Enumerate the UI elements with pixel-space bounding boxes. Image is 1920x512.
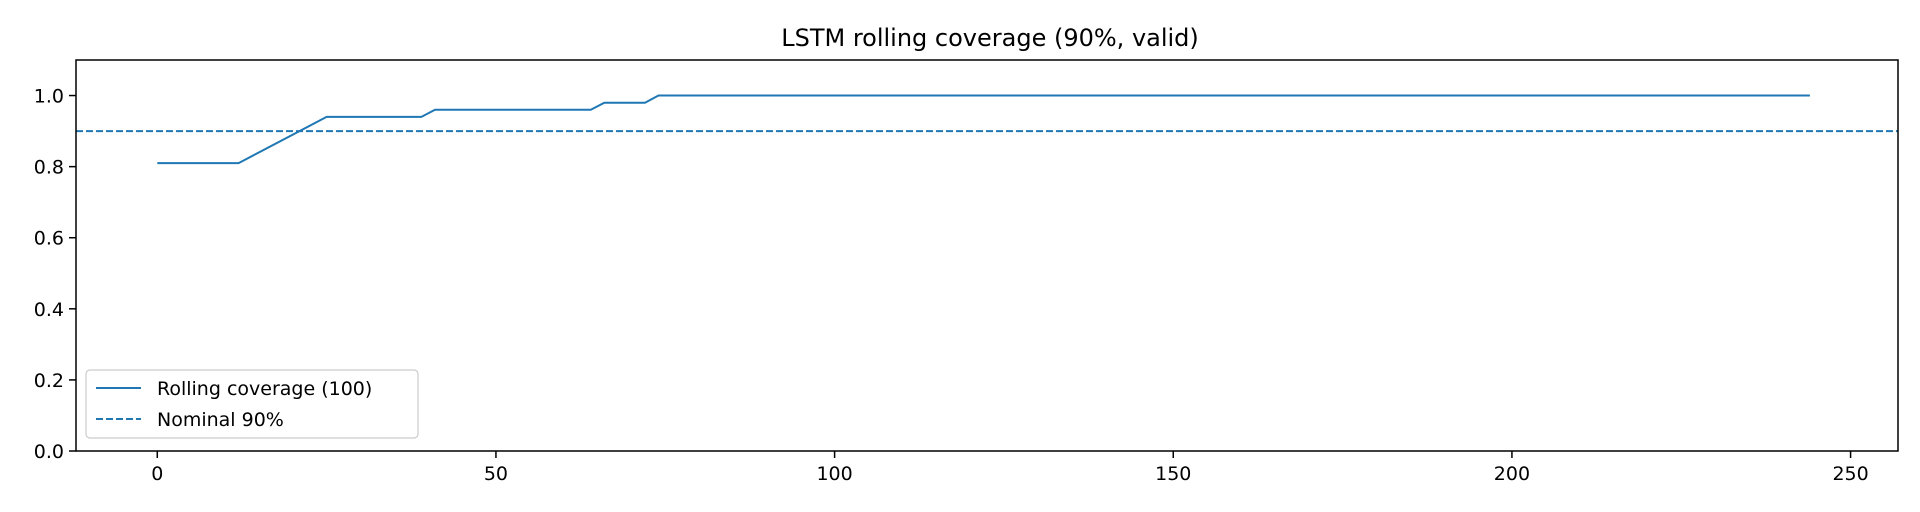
series-layer — [76, 94, 1898, 165]
legend: Rolling coverage (100) Nominal 90% — [85, 369, 419, 439]
legend-frame — [85, 369, 419, 439]
y-tick-label: 0.4 — [34, 299, 64, 321]
x-axis: 0 50 100 150 200 250 — [151, 451, 1869, 485]
x-tick-label: 150 — [1155, 463, 1191, 485]
x-tick-label: 200 — [1494, 463, 1530, 485]
plot-area-frame — [75, 59, 1899, 452]
x-tick-label: 0 — [151, 463, 163, 485]
y-tick-label: 0.8 — [34, 157, 64, 179]
rolling-coverage-line — [157, 94, 1810, 165]
x-tick-label: 100 — [816, 463, 852, 485]
legend-label-nominal: Nominal 90% — [157, 409, 284, 431]
x-tick-label: 250 — [1832, 463, 1868, 485]
y-tick-label: 0.6 — [34, 228, 64, 250]
y-tick-label: 0.0 — [34, 441, 64, 463]
y-tick-label: 1.0 — [34, 86, 64, 108]
y-tick-label: 0.2 — [34, 370, 64, 392]
x-tick-label: 50 — [484, 463, 508, 485]
y-axis: 0.0 0.2 0.4 0.6 0.8 1.0 — [34, 86, 76, 463]
chart-title: LSTM rolling coverage (90%, valid) — [781, 24, 1199, 52]
legend-label-rolling-coverage: Rolling coverage (100) — [157, 378, 372, 400]
